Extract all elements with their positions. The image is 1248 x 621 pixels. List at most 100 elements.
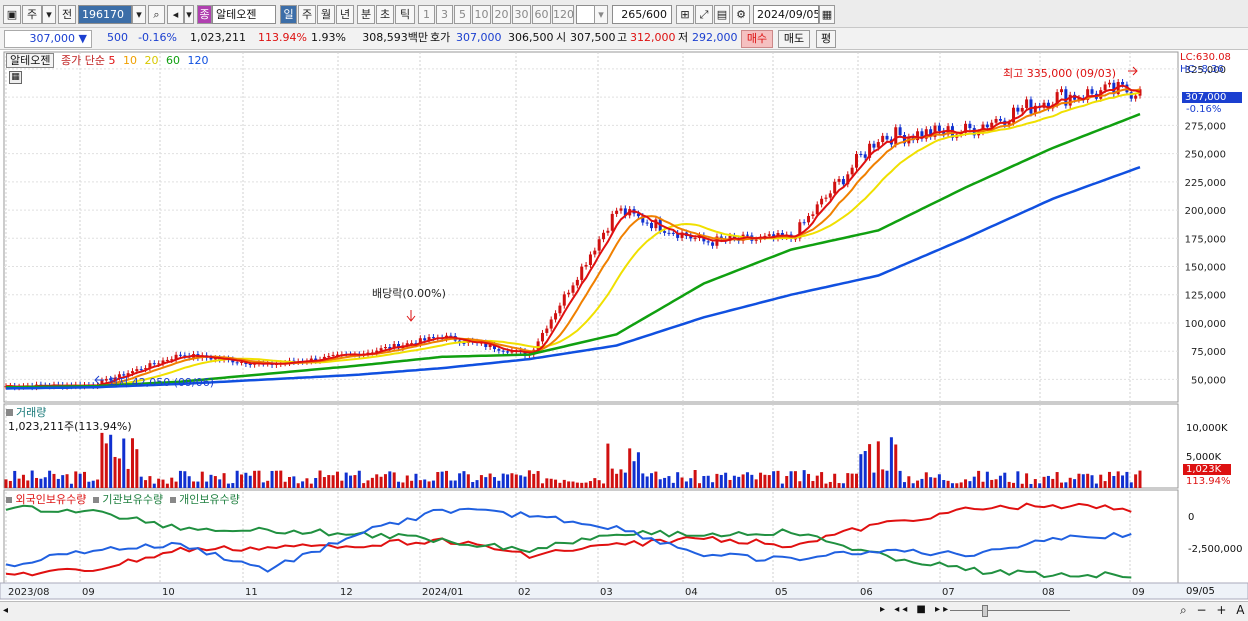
mode-select[interactable]: 주 — [22, 5, 42, 24]
minute-3[interactable]: 3 — [436, 5, 453, 24]
legend-institution[interactable]: 기관보유수량 — [102, 493, 164, 506]
playback-controls[interactable]: ▸ ◂◂ ■ ▸▸ — [880, 604, 952, 615]
sell-button[interactable]: 매도 — [778, 30, 810, 48]
legend-foreign[interactable]: 외국인보유수량 — [15, 493, 87, 506]
candle-body — [1055, 92, 1059, 105]
volume-bar — [331, 475, 335, 488]
speaker-icon[interactable]: ◂ — [167, 5, 184, 24]
candle-body — [610, 213, 614, 231]
candle-body — [501, 350, 505, 352]
volume-bar — [248, 475, 252, 488]
search-icon[interactable]: ⌕ — [148, 5, 165, 24]
calendar-icon[interactable]: ▦ — [819, 5, 835, 24]
stock-chart[interactable]: 2023/08 09 10 11 12 2024/01 02 03 04 05 06 07 08 0932… — [0, 50, 1248, 621]
volume-bar — [440, 471, 444, 488]
minute-30[interactable]: 30 — [512, 5, 531, 24]
code-input[interactable]: 196170 — [78, 5, 132, 24]
legend-ma20: 20 — [144, 54, 159, 67]
count-field[interactable]: 265/600 — [612, 5, 672, 24]
window-icon[interactable]: ▣ — [3, 5, 21, 24]
legend-stock-name[interactable]: 알테오젠 — [6, 53, 55, 68]
zoom-slider-handle[interactable] — [982, 605, 988, 617]
candle-body — [671, 232, 675, 234]
buy-button[interactable]: 매수 — [741, 30, 773, 48]
stock-name-field[interactable]: 알테오젠 — [212, 5, 276, 24]
volume-bar — [1138, 470, 1142, 488]
volume-bar — [240, 474, 244, 488]
volume-bar — [506, 474, 510, 488]
flow-marker — [92, 497, 99, 503]
count-max: /600 — [642, 8, 667, 21]
candle-body — [1134, 95, 1138, 99]
minute-1[interactable]: 1 — [418, 5, 435, 24]
legend-individual[interactable]: 개인보유수량 — [179, 493, 240, 506]
minute-20[interactable]: 20 — [492, 5, 511, 24]
candle-body — [998, 118, 1002, 121]
time-tick-label: 11 — [245, 587, 258, 598]
volume-bar — [344, 472, 348, 488]
date-input[interactable]: 2024/09/05 — [753, 5, 819, 24]
volume-bar — [1116, 471, 1120, 488]
volume-bar — [772, 471, 776, 488]
period-year[interactable]: 년 — [336, 5, 354, 24]
stock-badge-label: 종 — [199, 8, 210, 21]
candle-body — [580, 266, 584, 280]
volume-bar — [301, 481, 305, 488]
volume-bar — [366, 480, 370, 488]
legend-ma60: 60 — [165, 54, 180, 67]
candle-body — [689, 236, 693, 239]
mode-dropdown-icon[interactable]: ▾ — [42, 5, 56, 24]
legend-ma120: 120 — [187, 54, 209, 67]
candle-body — [388, 347, 392, 349]
volume-bar — [30, 470, 34, 488]
candle-body — [383, 347, 387, 349]
low-arrow — [94, 375, 104, 385]
code-dropdown-icon[interactable]: ▾ — [132, 5, 146, 24]
volume-title[interactable]: 거래량 — [16, 406, 47, 419]
minute-60[interactable]: 60 — [532, 5, 551, 24]
ma5-line — [5, 84, 1141, 388]
volume-bar — [1068, 477, 1072, 488]
candle-body — [1116, 82, 1120, 95]
candle-body — [732, 235, 736, 239]
scrollbar[interactable]: ◂ ▸ ◂◂ ■ ▸▸ ⌕ − + A — [0, 601, 1248, 621]
zoom-controls[interactable]: ⌕ − + A — [1180, 603, 1248, 617]
period-week[interactable]: 주 — [298, 5, 316, 24]
minute-5[interactable]: 5 — [454, 5, 471, 24]
candle-body — [1025, 99, 1029, 108]
speaker-dropdown-icon[interactable]: ▾ — [184, 5, 194, 24]
period-second[interactable]: 초 — [376, 5, 394, 24]
scroll-left-icon[interactable]: ◂ — [3, 605, 9, 616]
period-minute[interactable]: 분 — [357, 5, 375, 24]
volume-bar — [414, 473, 418, 488]
minute-120[interactable]: 120 — [552, 5, 574, 24]
period-day[interactable]: 일 — [280, 5, 297, 24]
prev-button[interactable]: 전 — [58, 5, 76, 24]
minute-label: 10 — [474, 8, 489, 21]
period-label: 월 — [320, 8, 332, 21]
candle-body — [231, 359, 235, 363]
minute-10[interactable]: 10 — [472, 5, 491, 24]
volume-bar — [824, 483, 828, 488]
minute-dropdown-icon[interactable]: ▾ — [594, 5, 608, 24]
high-price: 312,000 — [630, 31, 676, 44]
save-icon[interactable]: ▤ — [714, 5, 730, 24]
minute-label: 20 — [494, 8, 509, 21]
candle-body — [165, 359, 169, 361]
calculator-icon[interactable]: ▦ — [9, 71, 22, 84]
compare-icon[interactable]: ⊞ — [676, 5, 694, 24]
period-month[interactable]: 월 — [317, 5, 335, 24]
zoom-slider[interactable] — [950, 610, 1070, 611]
trend-icon[interactable]: ⤢ — [695, 5, 713, 24]
volume-bar — [418, 480, 422, 488]
volume-bar — [916, 480, 920, 488]
volume-bar — [335, 471, 339, 488]
legend-ma-label[interactable]: 종가 단순 — [60, 54, 105, 67]
candle-body — [558, 305, 562, 314]
period-tick[interactable]: 틱 — [395, 5, 415, 24]
candle-body — [235, 362, 239, 364]
gear-icon[interactable]: ⚙ — [732, 5, 750, 24]
candle-body — [139, 369, 143, 371]
trade-amount: 308,593백만 — [362, 31, 428, 44]
flat-button[interactable]: 평 — [816, 30, 836, 48]
